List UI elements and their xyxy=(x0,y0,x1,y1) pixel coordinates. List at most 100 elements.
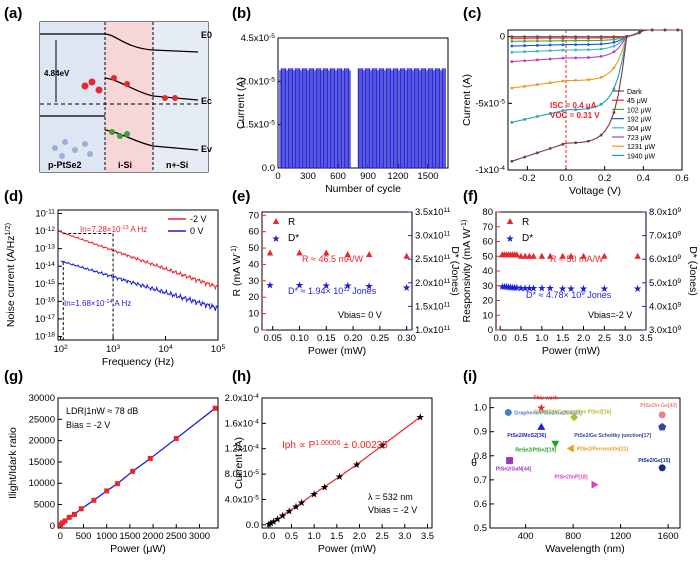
d-annotation-red-sup: -13 xyxy=(120,225,128,231)
e-ytick-label: 30 xyxy=(248,276,259,287)
f-xlabel: Power (mW) xyxy=(542,345,600,357)
b-ytick-label-sup: -5 xyxy=(269,33,275,40)
i-ytick-label: 0.8 xyxy=(474,451,487,462)
d-xtick-label-base: 10 xyxy=(211,344,222,355)
d-ytick-label-sup: -18 xyxy=(45,331,55,338)
g-xtick-label: 1000 xyxy=(96,531,117,542)
e-legend-r-label: R xyxy=(288,217,295,228)
c-ytick-label-sup: -4 xyxy=(499,165,505,172)
e-xlabel: Power (mW) xyxy=(308,345,366,357)
i-point xyxy=(658,464,666,472)
b-ytick-label-base: 4.5x10 xyxy=(241,33,270,44)
f-d-point: ★ xyxy=(600,284,609,295)
e-xtick-label: 0.25 xyxy=(371,333,390,344)
f-d-point: ★ xyxy=(546,283,555,294)
b-ytick-label-sup: -5 xyxy=(269,119,275,126)
g-ytick-label: 0 xyxy=(50,521,55,532)
g-ytick-label: 5000 xyxy=(34,500,55,511)
d-ytick-label-base: 10 xyxy=(35,209,46,220)
e-d-point: ★ xyxy=(343,281,352,292)
f-r-point xyxy=(546,252,554,259)
h-series-line xyxy=(268,416,421,525)
h-point: ★ xyxy=(265,520,274,531)
c-xtick-label: 0.0 xyxy=(559,173,572,184)
c-series-point xyxy=(587,78,590,82)
e-y2tick-label-base: 1.0x10 xyxy=(415,325,444,336)
b-ytick-label-base: 0.0 xyxy=(262,163,275,174)
d-annotation-red: In=7.28×10-13 A Hz xyxy=(80,225,147,234)
i-point-label: PtSe2/Perovskite[21] xyxy=(577,447,629,453)
e-axes-frame xyxy=(261,211,413,331)
e-ytick-label: 60 xyxy=(248,227,259,238)
c-series-point xyxy=(574,39,578,43)
c-ytick-label-base: 0 xyxy=(500,32,505,43)
c-series-point xyxy=(548,81,552,85)
c-ytick-label: -5x10-5 xyxy=(475,98,505,110)
e-xtick-label: 0.10 xyxy=(290,333,309,344)
g-point xyxy=(78,506,84,512)
b-xtick-label: 1500 xyxy=(417,171,438,182)
c-series-point xyxy=(561,43,565,47)
h-ytick-label: 1.6x10-4 xyxy=(225,418,260,430)
e-y2tick-label: 2.0x1011 xyxy=(415,277,451,289)
d-ytick-label: 10-15 xyxy=(35,278,55,290)
e-y2tick-label-base: 3.0x10 xyxy=(415,231,444,242)
c-series-point xyxy=(510,159,514,163)
f-y2tick-label-base: 4.0x10 xyxy=(649,301,678,312)
f-ytick-label: 0 xyxy=(488,325,493,336)
panel-label-d: (d) xyxy=(4,188,23,205)
f-d-point: ★ xyxy=(529,283,538,294)
c-series-point xyxy=(612,50,616,54)
i-point-label: PtSe2/GaN[44] xyxy=(496,467,532,473)
e-ytick-label: 50 xyxy=(248,243,259,254)
e-legend-r-marker xyxy=(272,218,280,224)
panel-label-e: (e) xyxy=(232,188,250,205)
f-annotation-d-rest: Jones xyxy=(585,290,612,300)
c-series-point xyxy=(599,38,603,42)
c-series-point xyxy=(574,48,578,52)
f-ytick-label: 20 xyxy=(482,296,493,307)
f-xtick-label: 3.0 xyxy=(619,333,632,344)
c-legend-label: 304 μW xyxy=(627,126,652,133)
f-ylabel-base: Responsivity (mA W xyxy=(461,228,473,322)
g-ylabel: Ilight/Idark ratio xyxy=(7,427,19,499)
g-xtick-label: 1500 xyxy=(119,531,140,542)
i-point-label: ReSe2/PtSe2[19] xyxy=(515,448,556,454)
i-point xyxy=(566,444,574,453)
c-series-point xyxy=(523,84,527,88)
e-ytick-label: 70 xyxy=(248,210,259,221)
c-series-point xyxy=(574,79,578,82)
d-annotation-blue: In=1.68×10-14 A Hz xyxy=(64,299,131,308)
f-y2tick-label-sup: 9 xyxy=(678,207,682,214)
h-point: ★ xyxy=(292,502,301,513)
g-ytick-label: 15000 xyxy=(29,457,55,468)
c-series-point xyxy=(535,151,539,155)
c-series-point xyxy=(535,49,539,53)
f-y2tick-label: 7.0x109 xyxy=(649,230,682,242)
c-series-point xyxy=(535,43,539,47)
c-series-point xyxy=(535,36,539,40)
e-annotation-d-base: D* ≈ 1.94× 10 xyxy=(288,286,343,296)
e-y2tick-label-sup: 11 xyxy=(444,325,451,332)
f-y2tick-label: 5.0x109 xyxy=(649,277,682,289)
i-point-label: This work xyxy=(533,396,557,402)
h-point: ★ xyxy=(285,506,294,517)
g-ytick-label: 20000 xyxy=(29,436,55,447)
panel-b-chart: 0.01.5x10-53.0x10-54.5x10-50 300 600 900 120… xyxy=(235,33,449,195)
f-ylabel2: D* (Jones) xyxy=(687,246,699,296)
d-legend-label: 0 V xyxy=(190,226,204,236)
c-ytick-label-base: -5x10 xyxy=(475,98,499,109)
c-series-point xyxy=(612,44,616,48)
h-point: ★ xyxy=(269,517,278,528)
c-series-point xyxy=(574,56,578,60)
band-e0-label: E0 xyxy=(201,30,212,40)
c-series-point xyxy=(587,43,590,46)
c-series-point xyxy=(561,48,565,52)
c-series-point xyxy=(587,48,590,52)
i-point xyxy=(537,422,546,430)
f-annotation-d-base: D* ≈ 4.78× 10 xyxy=(526,290,581,300)
g-point xyxy=(173,435,179,441)
h-ytick-label-sup: -5 xyxy=(253,469,259,476)
i-point-label: PtSe2/InP[18] xyxy=(555,475,588,481)
h-ytick-label-base: 8.0x10 xyxy=(225,469,254,480)
